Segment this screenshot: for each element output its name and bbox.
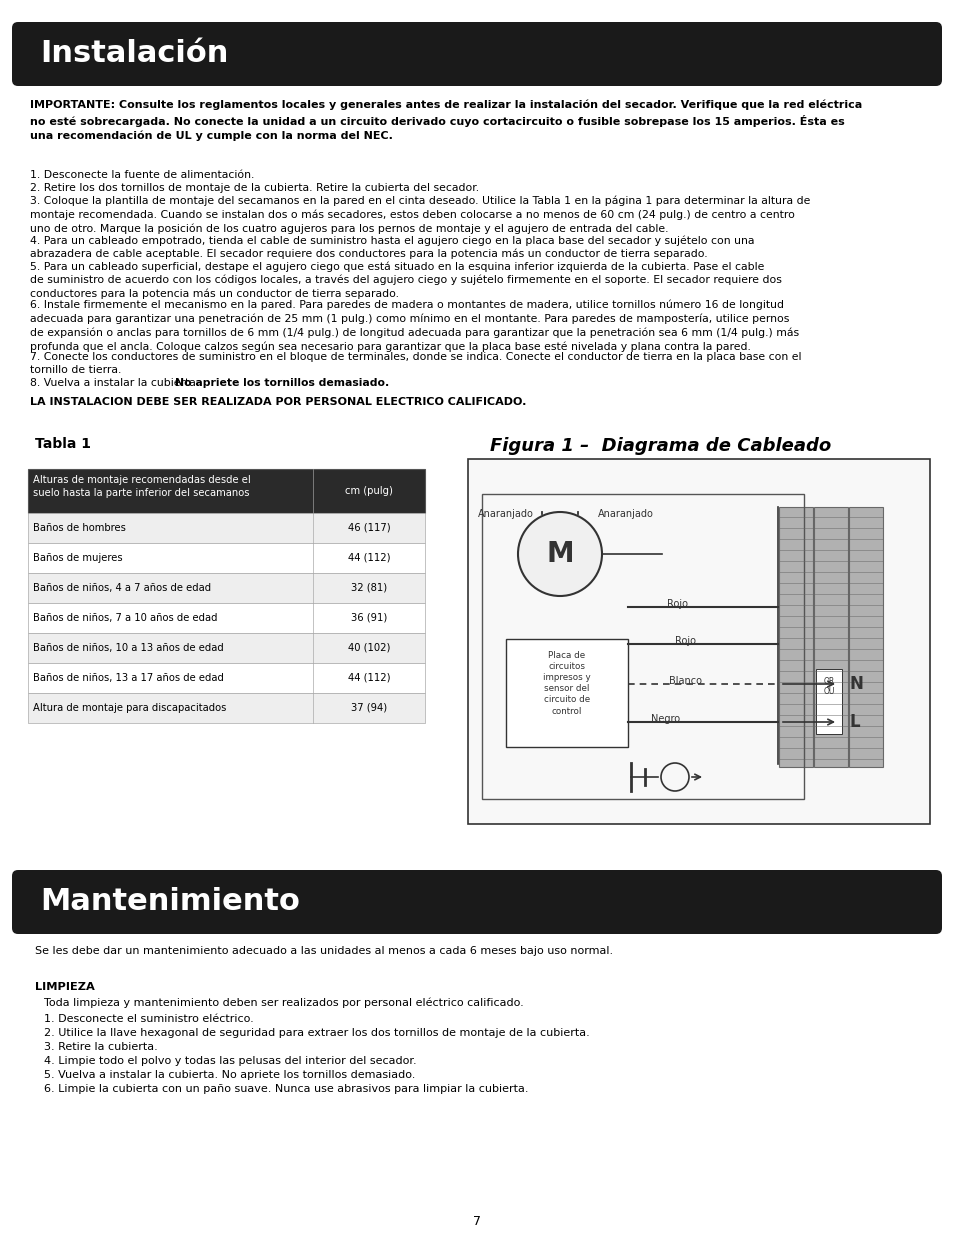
Text: Instalación: Instalación <box>40 40 228 68</box>
Text: 46 (117): 46 (117) <box>347 522 390 534</box>
FancyBboxPatch shape <box>12 22 941 86</box>
Text: 44 (112): 44 (112) <box>348 673 390 683</box>
FancyBboxPatch shape <box>28 573 424 603</box>
Text: Anaranjado: Anaranjado <box>598 509 653 519</box>
Text: cm (pulg): cm (pulg) <box>345 487 393 496</box>
Text: Mantenimiento: Mantenimiento <box>40 888 299 916</box>
Text: 37 (94): 37 (94) <box>351 703 387 713</box>
Text: IMPORTANTE: Consulte los reglamentos locales y generales antes de realizar la in: IMPORTANTE: Consulte los reglamentos loc… <box>30 100 862 141</box>
Text: 2. Retire los dos tornillos de montaje de la cubierta. Retire la cubierta del se: 2. Retire los dos tornillos de montaje d… <box>30 183 478 193</box>
Text: Placa de
circuitos
impresos y
sensor del
circuito de
control: Placa de circuitos impresos y sensor del… <box>542 651 590 715</box>
Text: 6. Instale firmemente el mecanismo en la pared. Para paredes de madera o montant: 6. Instale firmemente el mecanismo en la… <box>30 300 799 352</box>
Text: 4. Para un cableado empotrado, tienda el cable de suministro hasta el agujero ci: 4. Para un cableado empotrado, tienda el… <box>30 235 754 259</box>
Text: 5. Vuelva a instalar la cubierta. No apriete los tornillos demasiado.: 5. Vuelva a instalar la cubierta. No apr… <box>44 1070 415 1079</box>
Text: N: N <box>849 676 863 693</box>
Text: 4. Limpie todo el polvo y todas las pelusas del interior del secador.: 4. Limpie todo el polvo y todas las pelu… <box>44 1056 416 1066</box>
Text: Tabla 1: Tabla 1 <box>35 437 91 451</box>
FancyBboxPatch shape <box>505 638 627 747</box>
FancyBboxPatch shape <box>779 508 812 767</box>
Text: Rojo: Rojo <box>675 636 696 646</box>
Text: LIMPIEZA: LIMPIEZA <box>35 982 94 992</box>
Text: 32 (81): 32 (81) <box>351 583 387 593</box>
FancyBboxPatch shape <box>848 508 882 767</box>
Text: Baños de niños, 4 a 7 años de edad: Baños de niños, 4 a 7 años de edad <box>33 583 211 593</box>
Text: 7. Conecte los conductores de suministro en el bloque de terminales, donde se in: 7. Conecte los conductores de suministro… <box>30 352 801 375</box>
Text: OR
OU: OR OU <box>822 677 834 697</box>
FancyBboxPatch shape <box>28 513 424 543</box>
FancyBboxPatch shape <box>28 543 424 573</box>
Text: Se les debe dar un mantenimiento adecuado a las unidades al menos a cada 6 meses: Se les debe dar un mantenimiento adecuad… <box>35 946 613 956</box>
FancyBboxPatch shape <box>28 634 424 663</box>
Text: 44 (112): 44 (112) <box>348 553 390 563</box>
Text: 7: 7 <box>473 1215 480 1228</box>
FancyBboxPatch shape <box>468 459 929 824</box>
Circle shape <box>517 513 601 597</box>
Text: Baños de niños, 7 a 10 años de edad: Baños de niños, 7 a 10 años de edad <box>33 613 217 622</box>
Text: Baños de niños, 10 a 13 años de edad: Baños de niños, 10 a 13 años de edad <box>33 643 224 653</box>
Text: 3. Coloque la plantilla de montaje del secamanos en la pared en el cinta deseado: 3. Coloque la plantilla de montaje del s… <box>30 196 809 235</box>
Text: Baños de hombres: Baños de hombres <box>33 522 126 534</box>
Text: Blanco: Blanco <box>669 676 701 685</box>
Text: 5. Para un cableado superficial, destape el agujero ciego que está situado en la: 5. Para un cableado superficial, destape… <box>30 261 781 299</box>
Text: 1. Desconecte la fuente de alimentación.: 1. Desconecte la fuente de alimentación. <box>30 170 254 180</box>
Text: 1. Desconecte el suministro eléctrico.: 1. Desconecte el suministro eléctrico. <box>44 1014 253 1024</box>
FancyBboxPatch shape <box>815 669 841 734</box>
FancyBboxPatch shape <box>28 469 424 513</box>
Text: Negro: Negro <box>651 714 679 724</box>
Text: 2. Utilice la llave hexagonal de seguridad para extraer los dos tornillos de mon: 2. Utilice la llave hexagonal de segurid… <box>44 1028 589 1037</box>
FancyBboxPatch shape <box>12 869 941 934</box>
Text: 3. Retire la cubierta.: 3. Retire la cubierta. <box>44 1042 157 1052</box>
Text: 8. Vuelva a instalar la cubierta.: 8. Vuelva a instalar la cubierta. <box>30 378 203 388</box>
Text: 6. Limpie la cubierta con un paño suave. Nunca use abrasivos para limpiar la cub: 6. Limpie la cubierta con un paño suave.… <box>44 1084 528 1094</box>
Text: Toda limpieza y mantenimiento deben ser realizados por personal eléctrico califi: Toda limpieza y mantenimiento deben ser … <box>44 998 523 1009</box>
Text: Rojo: Rojo <box>667 599 688 609</box>
Text: Baños de mujeres: Baños de mujeres <box>33 553 123 563</box>
Text: Figura 1 –  Diagrama de Cableado: Figura 1 – Diagrama de Cableado <box>490 437 830 454</box>
Text: No apriete los tornillos demasiado.: No apriete los tornillos demasiado. <box>174 378 389 388</box>
Text: Altura de montaje para discapacitados: Altura de montaje para discapacitados <box>33 703 226 713</box>
FancyBboxPatch shape <box>813 508 847 767</box>
Text: M: M <box>546 540 573 568</box>
FancyBboxPatch shape <box>28 663 424 693</box>
Text: LA INSTALACION DEBE SER REALIZADA POR PERSONAL ELECTRICO CALIFICADO.: LA INSTALACION DEBE SER REALIZADA POR PE… <box>30 396 526 408</box>
Text: 36 (91): 36 (91) <box>351 613 387 622</box>
Text: Alturas de montaje recomendadas desde el
suelo hasta la parte inferior del secam: Alturas de montaje recomendadas desde el… <box>33 475 251 498</box>
Text: Baños de niños, 13 a 17 años de edad: Baños de niños, 13 a 17 años de edad <box>33 673 224 683</box>
Text: 40 (102): 40 (102) <box>348 643 390 653</box>
FancyBboxPatch shape <box>28 693 424 722</box>
Text: L: L <box>849 713 860 731</box>
Text: Anaranjado: Anaranjado <box>477 509 534 519</box>
FancyBboxPatch shape <box>28 603 424 634</box>
